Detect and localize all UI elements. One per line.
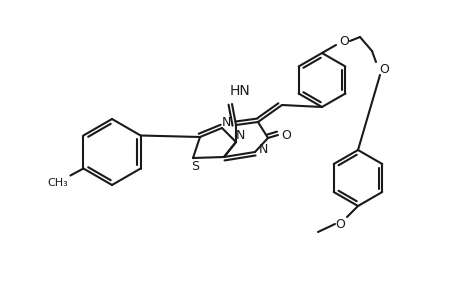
Text: O: O bbox=[280, 128, 290, 142]
Text: S: S bbox=[190, 160, 199, 172]
Text: CH₃: CH₃ bbox=[47, 178, 67, 188]
Text: O: O bbox=[338, 34, 348, 47]
Text: N: N bbox=[258, 142, 267, 155]
Text: O: O bbox=[378, 62, 388, 76]
Text: HN: HN bbox=[229, 84, 250, 98]
Text: N: N bbox=[221, 116, 230, 128]
Text: O: O bbox=[334, 218, 344, 230]
Text: N: N bbox=[235, 128, 244, 142]
